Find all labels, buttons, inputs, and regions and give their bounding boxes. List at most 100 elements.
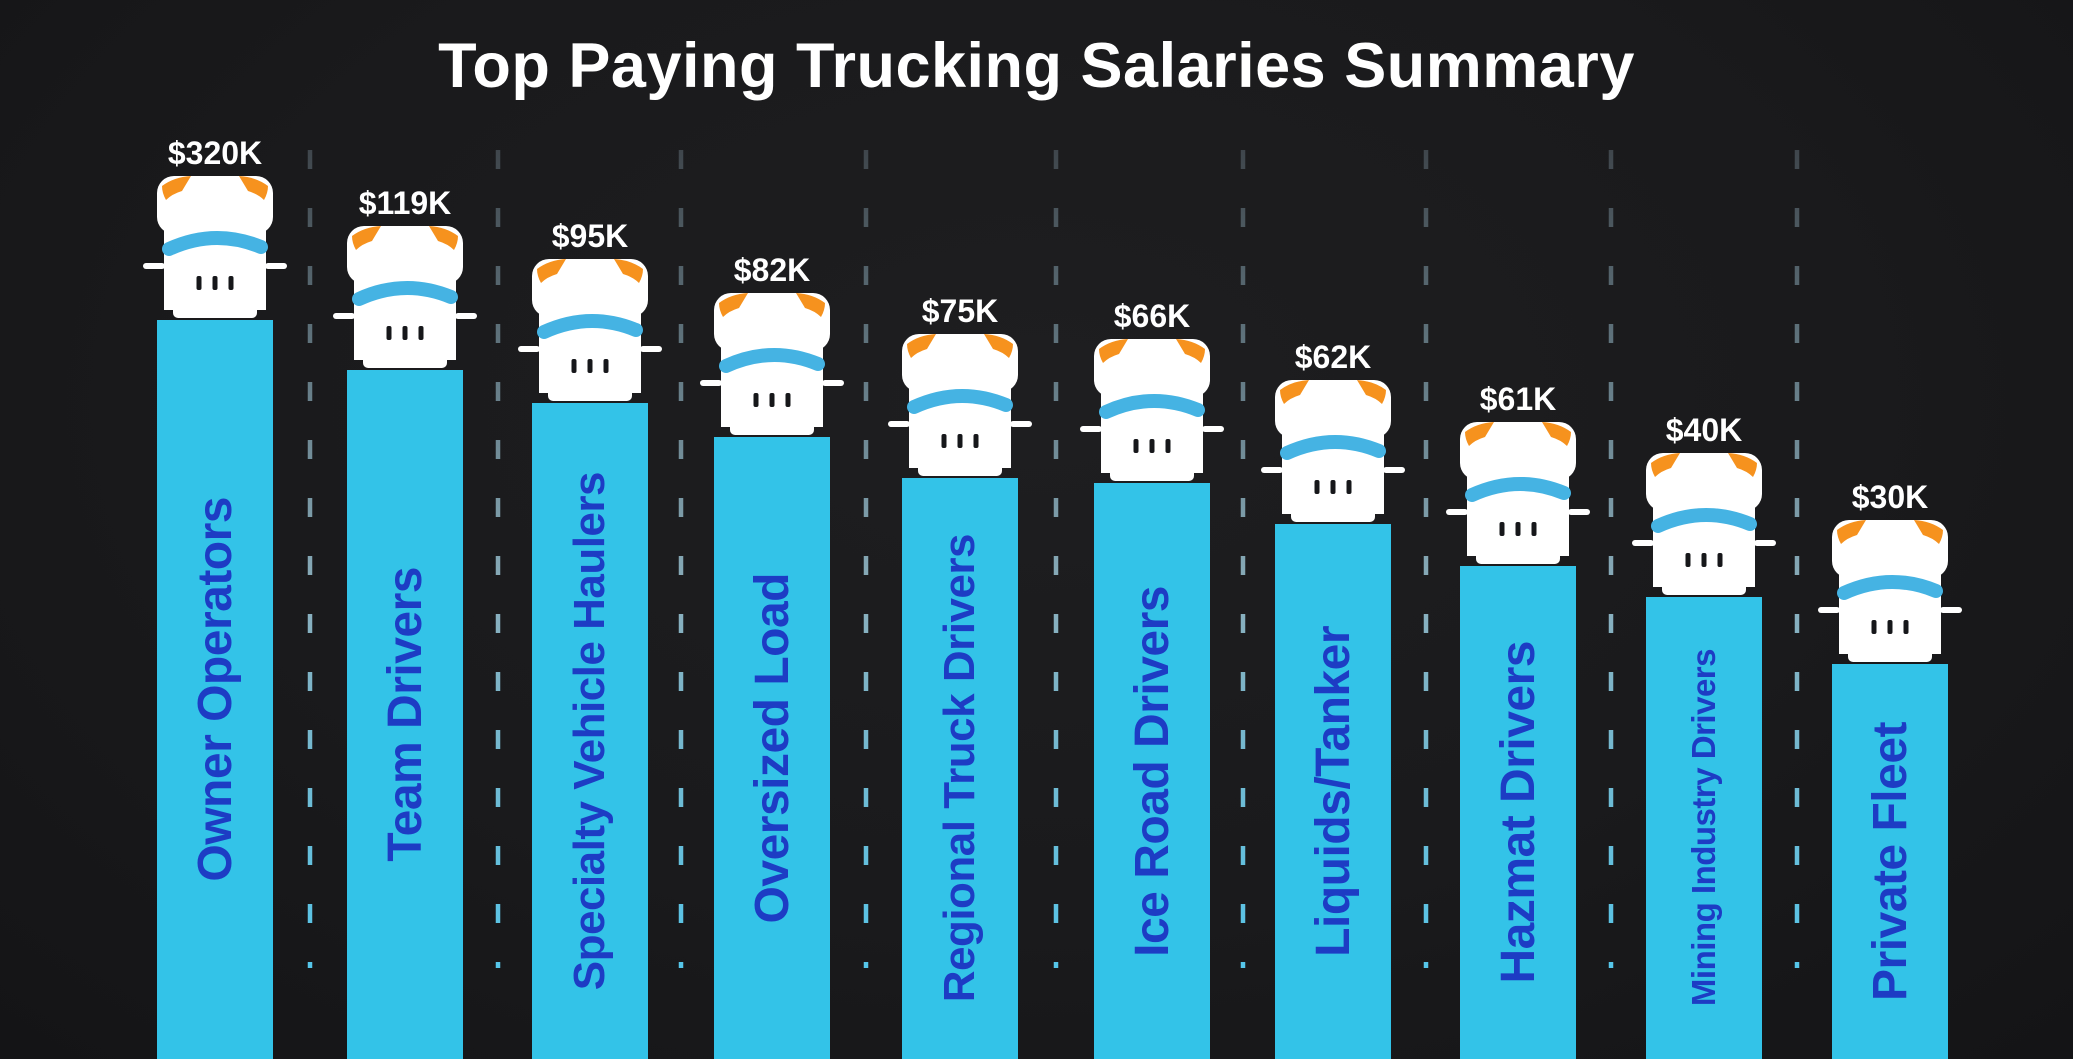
truck-cab-icon — [700, 293, 844, 435]
mirror-right-icon — [1940, 607, 1962, 613]
grille-dash — [1701, 553, 1707, 567]
cab-hood-tip — [918, 458, 1002, 476]
mirror-right-icon — [265, 263, 287, 269]
category-label: Hazmat Drivers — [1491, 641, 1545, 984]
grille-dash — [228, 276, 234, 290]
category-label: Owner Operators — [188, 497, 242, 882]
cab-hood-tip — [363, 350, 447, 368]
grille-dash — [1330, 480, 1336, 494]
mirror-left-icon — [700, 380, 722, 386]
cab-roof — [157, 176, 273, 234]
salary-value-label: $30K — [1851, 479, 1929, 515]
bar-trailer: Regional Truck Drivers — [902, 478, 1018, 1059]
wind-deflector-right-icon — [1728, 453, 1757, 477]
wind-deflector-right-icon — [1914, 520, 1943, 544]
truck-bar-column: $30K Private Fleet — [1816, 474, 1964, 1059]
category-label: Ice Road Drivers — [1125, 585, 1179, 957]
grille-dash — [571, 359, 577, 373]
salary-value-label: $40K — [1665, 412, 1743, 448]
mirror-right-icon — [1010, 421, 1032, 427]
bar-trailer: Mining Industry Drivers — [1646, 597, 1762, 1059]
cab-roof — [1646, 453, 1762, 511]
mirror-right-icon — [455, 313, 477, 319]
grille-dash — [1717, 553, 1723, 567]
cab-roof — [1275, 380, 1391, 438]
salary-value-label: $95K — [551, 218, 629, 254]
truck-cab-icon — [518, 259, 662, 401]
truck-cab-icon — [1818, 520, 1962, 662]
mirror-left-icon — [1080, 426, 1102, 432]
wind-deflector-right-icon — [1176, 339, 1205, 363]
truck-bar-column: $320K Owner Operators — [141, 130, 289, 1059]
grille-dash — [957, 434, 963, 448]
truck-bar-column: $61K Hazmat Drivers — [1444, 376, 1592, 1059]
mirror-left-icon — [1261, 467, 1283, 473]
grille-dash — [785, 393, 791, 407]
wind-deflector-left-icon — [352, 226, 381, 250]
grille-dash — [418, 326, 424, 340]
grille-dash — [1531, 522, 1537, 536]
bar-trailer: Hazmat Drivers — [1460, 566, 1576, 1059]
mirror-left-icon — [143, 263, 165, 269]
grille-dash — [1903, 620, 1909, 634]
windshield-icon — [1280, 435, 1386, 460]
truck-bar-column: $119K Team Drivers — [331, 180, 479, 1059]
category-label: Regional Truck Drivers — [935, 534, 984, 1003]
wind-deflector-left-icon — [162, 176, 191, 200]
mirror-right-icon — [1754, 540, 1776, 546]
truck-bar-column: $40K Mining Industry Drivers — [1630, 407, 1778, 1059]
grille-dash — [1515, 522, 1521, 536]
cab-hood-tip — [173, 300, 257, 318]
truck-cab-icon — [888, 334, 1032, 476]
wind-deflector-right-icon — [429, 226, 458, 250]
wind-deflector-right-icon — [984, 334, 1013, 358]
cab-roof — [347, 226, 463, 284]
bar-trailer: Team Drivers — [347, 370, 463, 1059]
wind-deflector-left-icon — [1099, 339, 1128, 363]
wind-deflector-right-icon — [239, 176, 268, 200]
cab-hood-tip — [1110, 463, 1194, 481]
truck-cab-icon — [1080, 339, 1224, 481]
wind-deflector-left-icon — [1837, 520, 1866, 544]
mirror-left-icon — [518, 346, 540, 352]
windshield-icon — [537, 314, 643, 339]
wind-deflector-left-icon — [719, 293, 748, 317]
wind-deflector-left-icon — [1280, 380, 1309, 404]
mirror-right-icon — [640, 346, 662, 352]
grille-dash — [212, 276, 218, 290]
wind-deflector-left-icon — [1465, 422, 1494, 446]
mirror-right-icon — [1568, 509, 1590, 515]
mirror-left-icon — [888, 421, 910, 427]
salary-value-label: $66K — [1113, 298, 1191, 334]
truck-bar-column: $95K Specialty Vehicle Haulers — [516, 213, 664, 1059]
grille-dash — [1685, 553, 1691, 567]
grille-dash — [1346, 480, 1352, 494]
cab-hood-tip — [1662, 577, 1746, 595]
mirror-left-icon — [1632, 540, 1654, 546]
windshield-icon — [1465, 477, 1571, 502]
truck-cab-icon — [1446, 422, 1590, 564]
cab-roof — [902, 334, 1018, 392]
bar-trailer: Ice Road Drivers — [1094, 483, 1210, 1059]
grille-dash — [386, 326, 392, 340]
category-label: Mining Industry Drivers — [1685, 649, 1722, 1007]
grille-dash — [1165, 439, 1171, 453]
truck-cab-icon — [333, 226, 477, 368]
grille-dash — [1499, 522, 1505, 536]
cab-hood-tip — [1291, 504, 1375, 522]
wind-deflector-right-icon — [1357, 380, 1386, 404]
wind-deflector-left-icon — [907, 334, 936, 358]
bar-trailer: Oversized Load — [714, 437, 830, 1059]
chart-title: Top Paying Trucking Salaries Summary — [438, 31, 1635, 101]
cab-hood-tip — [1476, 546, 1560, 564]
bar-trailer: Liquids/Tanker — [1275, 524, 1391, 1059]
mirror-right-icon — [1383, 467, 1405, 473]
salary-value-label: $75K — [921, 293, 999, 329]
wind-deflector-right-icon — [1542, 422, 1571, 446]
mirror-right-icon — [1202, 426, 1224, 432]
wind-deflector-left-icon — [1651, 453, 1680, 477]
windshield-icon — [1837, 575, 1943, 600]
bar-trailer: Private Fleet — [1832, 664, 1948, 1059]
windshield-icon — [1099, 394, 1205, 419]
